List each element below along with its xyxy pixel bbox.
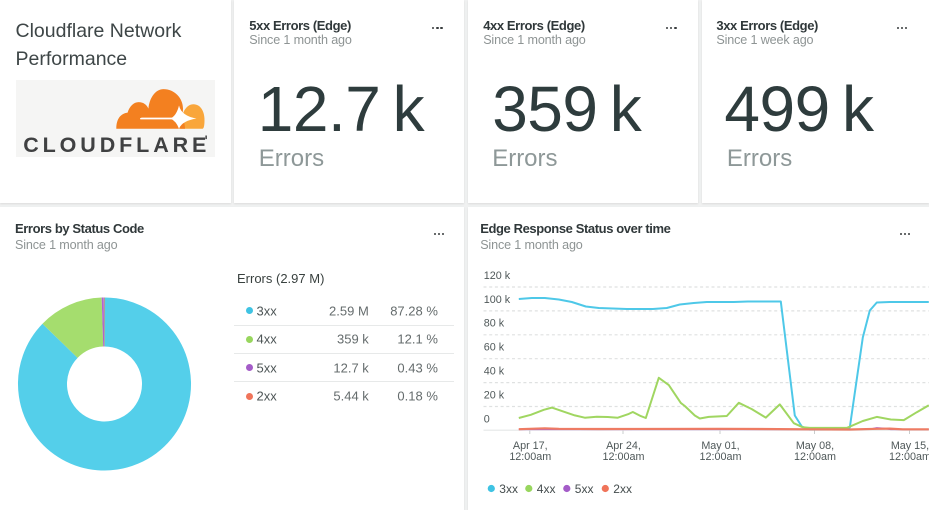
svg-text:CLOUDFLARE: CLOUDFLARE <box>23 133 210 157</box>
svg-text:4xx: 4xx <box>537 481 556 495</box>
svg-text:May 01,: May 01, <box>702 439 740 451</box>
svg-text:3xx: 3xx <box>499 481 518 495</box>
svg-text:5xx: 5xx <box>575 481 594 495</box>
svg-text:12:00am: 12:00am <box>700 450 742 462</box>
svg-text:2xx: 2xx <box>613 481 632 495</box>
svg-text:May 15,: May 15, <box>891 439 929 451</box>
svg-text:0: 0 <box>484 413 490 425</box>
svg-text:May 08,: May 08, <box>796 439 834 451</box>
svg-text:12:00am: 12:00am <box>794 450 836 462</box>
svg-text:Apr 24,: Apr 24, <box>606 439 641 451</box>
svg-text:12:00am: 12:00am <box>510 450 552 462</box>
svg-text:120 k: 120 k <box>484 269 511 281</box>
svg-text:20 k: 20 k <box>484 389 505 401</box>
svg-text:Apr 17,: Apr 17, <box>513 439 548 451</box>
svg-text:12:00am: 12:00am <box>603 450 645 462</box>
svg-text:12:00am: 12:00am <box>889 450 929 462</box>
svg-text:40 k: 40 k <box>484 365 505 377</box>
svg-text:100 k: 100 k <box>484 293 511 305</box>
svg-text:60 k: 60 k <box>484 341 505 353</box>
svg-text:80 k: 80 k <box>484 317 505 329</box>
